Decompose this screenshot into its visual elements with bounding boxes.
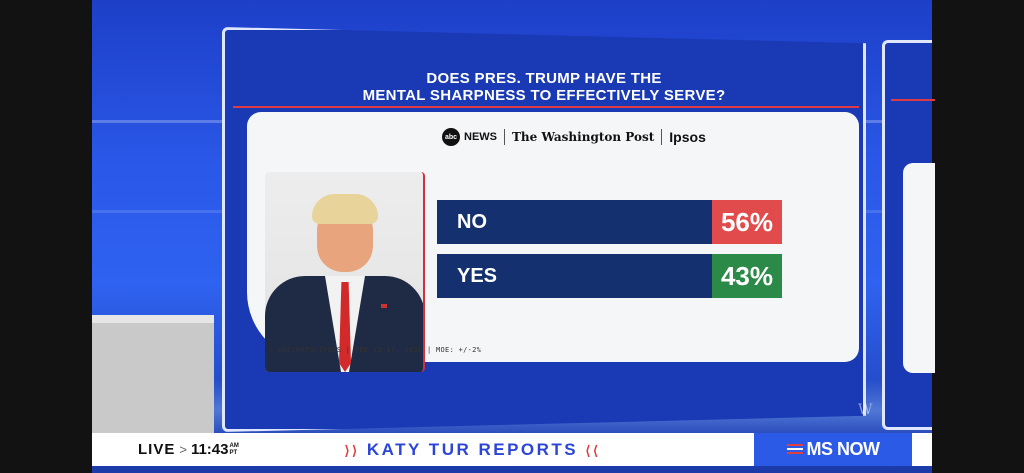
poll-sources: abc NEWS The Washington Post Ipsos: [442, 126, 706, 148]
flag-icon: [786, 443, 803, 457]
abc-news-label: NEWS: [464, 131, 497, 143]
ipsos-logo: Ipsos: [669, 129, 706, 145]
answer-percent-yes: 43%: [712, 254, 782, 298]
show-title-text: KATY TUR REPORTS: [366, 439, 579, 459]
letterbox-left: [0, 0, 92, 473]
source-divider: [504, 129, 505, 145]
studio-desk: [92, 315, 214, 435]
answer-percent-no: 56%: [712, 200, 782, 244]
show-suffix-icon: ⟨⟨: [585, 442, 601, 458]
lower-third: LIVE > 11:43 AM PT ⟩⟩ KATY TUR REPORTS ⟨…: [92, 433, 932, 466]
poll-title-line2: MENTAL SHARPNESS TO EFFECTIVELY SERVE?: [362, 87, 726, 104]
side-monitor: [882, 40, 935, 430]
title-rule: [233, 106, 859, 108]
president-portrait: [265, 172, 425, 372]
answer-row-yes: YES 43%: [437, 254, 782, 298]
poll-title: DOES PRES. TRUMP HAVE THE MENTAL SHARPNE…: [225, 70, 863, 104]
answer-row-no: NO 56%: [437, 200, 782, 244]
poll-title-line1: DOES PRES. TRUMP HAVE THE: [426, 70, 662, 87]
broadcast-time: 11:43: [190, 441, 229, 458]
abc-logo-icon: abc: [442, 128, 460, 146]
network-name: MS NOW: [806, 439, 881, 459]
time-zone: AM PT: [229, 443, 241, 457]
time-tz: PT: [229, 449, 238, 456]
poll-monitor: DOES PRES. TRUMP HAVE THE MENTAL SHARPNE…: [222, 27, 866, 432]
show-title: ⟩⟩ KATY TUR REPORTS ⟨⟨: [344, 440, 600, 460]
live-indicator: LIVE: [138, 441, 176, 458]
washington-post-logo: The Washington Post: [512, 130, 655, 144]
poll-card: abc NEWS The Washington Post Ipsos NO 56…: [247, 112, 859, 372]
poll-answers: NO 56% YES 43%: [437, 200, 782, 308]
source-divider: [661, 129, 663, 145]
answer-label-no: NO: [457, 210, 487, 233]
poll-footnote: > ABC/WAPO/IPSOS | FEB 12-17, 2026 | MOE…: [269, 346, 482, 354]
answer-label-yes: YES: [457, 264, 498, 287]
letterbox-right: [932, 0, 1024, 473]
show-prefix-icon: ⟩⟩: [344, 442, 360, 458]
chevron-right-icon: >: [179, 442, 187, 457]
watermark: W: [858, 402, 873, 418]
network-logo: MS NOW: [754, 433, 912, 466]
time-ampm: AM: [229, 442, 239, 449]
